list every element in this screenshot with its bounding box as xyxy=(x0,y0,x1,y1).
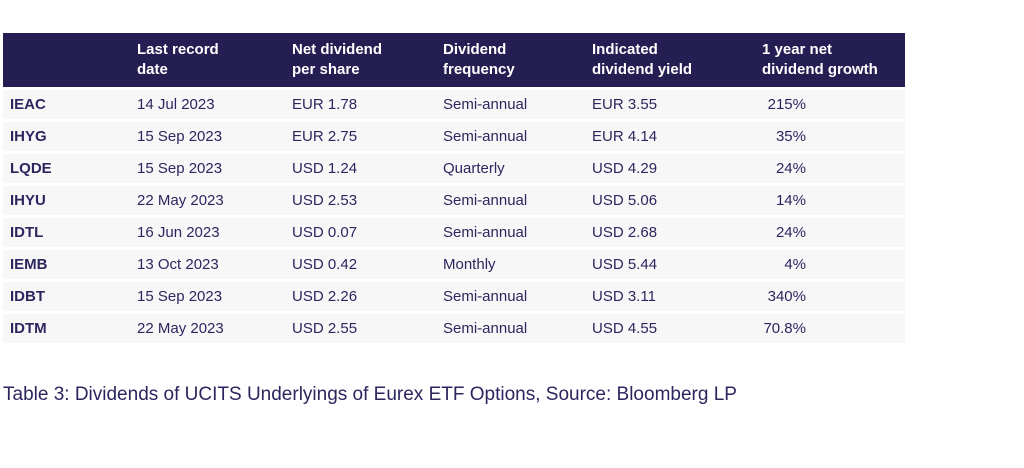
dividends-table: Last record date Net dividend per share … xyxy=(3,30,905,346)
table-row: IDTL 16 Jun 2023 USD 0.07 Semi-annual US… xyxy=(3,218,905,247)
last-record-date-cell: 13 Oct 2023 xyxy=(137,250,292,279)
last-record-date-cell: 15 Sep 2023 xyxy=(137,122,292,151)
table-row: IHYG 15 Sep 2023 EUR 2.75 Semi-annual EU… xyxy=(3,122,905,151)
indicated-dividend-yield-cell: USD 4.29 xyxy=(592,154,762,183)
header-line: 1 year net xyxy=(762,41,833,58)
dividend-growth-cell: 24% xyxy=(762,218,905,247)
last-record-date-cell: 14 Jul 2023 xyxy=(137,90,292,119)
net-dividend-per-share-cell: USD 0.07 xyxy=(292,218,443,247)
indicated-dividend-yield-cell: USD 2.68 xyxy=(592,218,762,247)
header-line: Net dividend xyxy=(292,41,383,58)
indicated-dividend-yield-cell: EUR 4.14 xyxy=(592,122,762,151)
ticker-cell: IDBT xyxy=(3,282,137,311)
table-row: IDTM 22 May 2023 USD 2.55 Semi-annual US… xyxy=(3,314,905,343)
indicated-dividend-yield-cell: USD 3.11 xyxy=(592,282,762,311)
ticker-cell: IHYU xyxy=(3,186,137,215)
net-dividend-per-share-cell: USD 0.42 xyxy=(292,250,443,279)
dividend-frequency-cell: Semi-annual xyxy=(443,314,592,343)
ticker-cell: IEMB xyxy=(3,250,137,279)
net-dividend-per-share-cell: USD 2.53 xyxy=(292,186,443,215)
ticker-cell: IDTM xyxy=(3,314,137,343)
last-record-date-cell: 22 May 2023 xyxy=(137,186,292,215)
page: Last record date Net dividend per share … xyxy=(0,30,1024,468)
dividend-frequency-cell: Semi-annual xyxy=(443,122,592,151)
header-line: frequency xyxy=(443,61,515,78)
header-row: Last record date Net dividend per share … xyxy=(3,33,905,87)
indicated-dividend-yield-cell: USD 5.06 xyxy=(592,186,762,215)
header-line: date xyxy=(137,61,168,78)
table-row: IDBT 15 Sep 2023 USD 2.26 Semi-annual US… xyxy=(3,282,905,311)
indicated-dividend-yield-cell: USD 4.55 xyxy=(592,314,762,343)
column-header-dividend-frequency: Dividend frequency xyxy=(443,33,592,87)
header-line: Dividend xyxy=(443,41,507,58)
dividend-growth-cell: 340% xyxy=(762,282,905,311)
dividend-frequency-cell: Semi-annual xyxy=(443,90,592,119)
ticker-cell: IHYG xyxy=(3,122,137,151)
net-dividend-per-share-cell: EUR 2.75 xyxy=(292,122,443,151)
net-dividend-per-share-cell: USD 1.24 xyxy=(292,154,443,183)
table-body: IEAC 14 Jul 2023 EUR 1.78 Semi-annual EU… xyxy=(3,90,905,343)
dividend-frequency-cell: Quarterly xyxy=(443,154,592,183)
table-caption: Table 3: Dividends of UCITS Underlyings … xyxy=(3,384,737,405)
dividend-frequency-cell: Monthly xyxy=(443,250,592,279)
column-header-ticker xyxy=(3,33,137,87)
column-header-1-year-net-dividend-growth: 1 year net dividend growth xyxy=(762,33,905,87)
indicated-dividend-yield-cell: USD 5.44 xyxy=(592,250,762,279)
last-record-date-cell: 22 May 2023 xyxy=(137,314,292,343)
column-header-indicated-dividend-yield: Indicated dividend yield xyxy=(592,33,762,87)
table-header: Last record date Net dividend per share … xyxy=(3,33,905,87)
dividend-growth-cell: 14% xyxy=(762,186,905,215)
column-header-net-dividend-per-share: Net dividend per share xyxy=(292,33,443,87)
header-line: per share xyxy=(292,61,360,78)
header-line: Indicated xyxy=(592,41,658,58)
indicated-dividend-yield-cell: EUR 3.55 xyxy=(592,90,762,119)
last-record-date-cell: 16 Jun 2023 xyxy=(137,218,292,247)
dividend-frequency-cell: Semi-annual xyxy=(443,186,592,215)
table-row: IEAC 14 Jul 2023 EUR 1.78 Semi-annual EU… xyxy=(3,90,905,119)
dividend-growth-cell: 35% xyxy=(762,122,905,151)
dividend-frequency-cell: Semi-annual xyxy=(443,282,592,311)
dividend-growth-cell: 215% xyxy=(762,90,905,119)
dividend-growth-cell: 4% xyxy=(762,250,905,279)
header-line: dividend yield xyxy=(592,61,693,78)
header-line: Last record xyxy=(137,41,219,58)
net-dividend-per-share-cell: EUR 1.78 xyxy=(292,90,443,119)
last-record-date-cell: 15 Sep 2023 xyxy=(137,154,292,183)
net-dividend-per-share-cell: USD 2.26 xyxy=(292,282,443,311)
ticker-cell: LQDE xyxy=(3,154,137,183)
table-row: LQDE 15 Sep 2023 USD 1.24 Quarterly USD … xyxy=(3,154,905,183)
last-record-date-cell: 15 Sep 2023 xyxy=(137,282,292,311)
net-dividend-per-share-cell: USD 2.55 xyxy=(292,314,443,343)
header-line: dividend growth xyxy=(762,61,878,78)
column-header-last-record-date: Last record date xyxy=(137,33,292,87)
dividend-growth-cell: 70.8% xyxy=(762,314,905,343)
ticker-cell: IDTL xyxy=(3,218,137,247)
table-row: IEMB 13 Oct 2023 USD 0.42 Monthly USD 5.… xyxy=(3,250,905,279)
table-row: IHYU 22 May 2023 USD 2.53 Semi-annual US… xyxy=(3,186,905,215)
dividend-frequency-cell: Semi-annual xyxy=(443,218,592,247)
ticker-cell: IEAC xyxy=(3,90,137,119)
dividend-growth-cell: 24% xyxy=(762,154,905,183)
